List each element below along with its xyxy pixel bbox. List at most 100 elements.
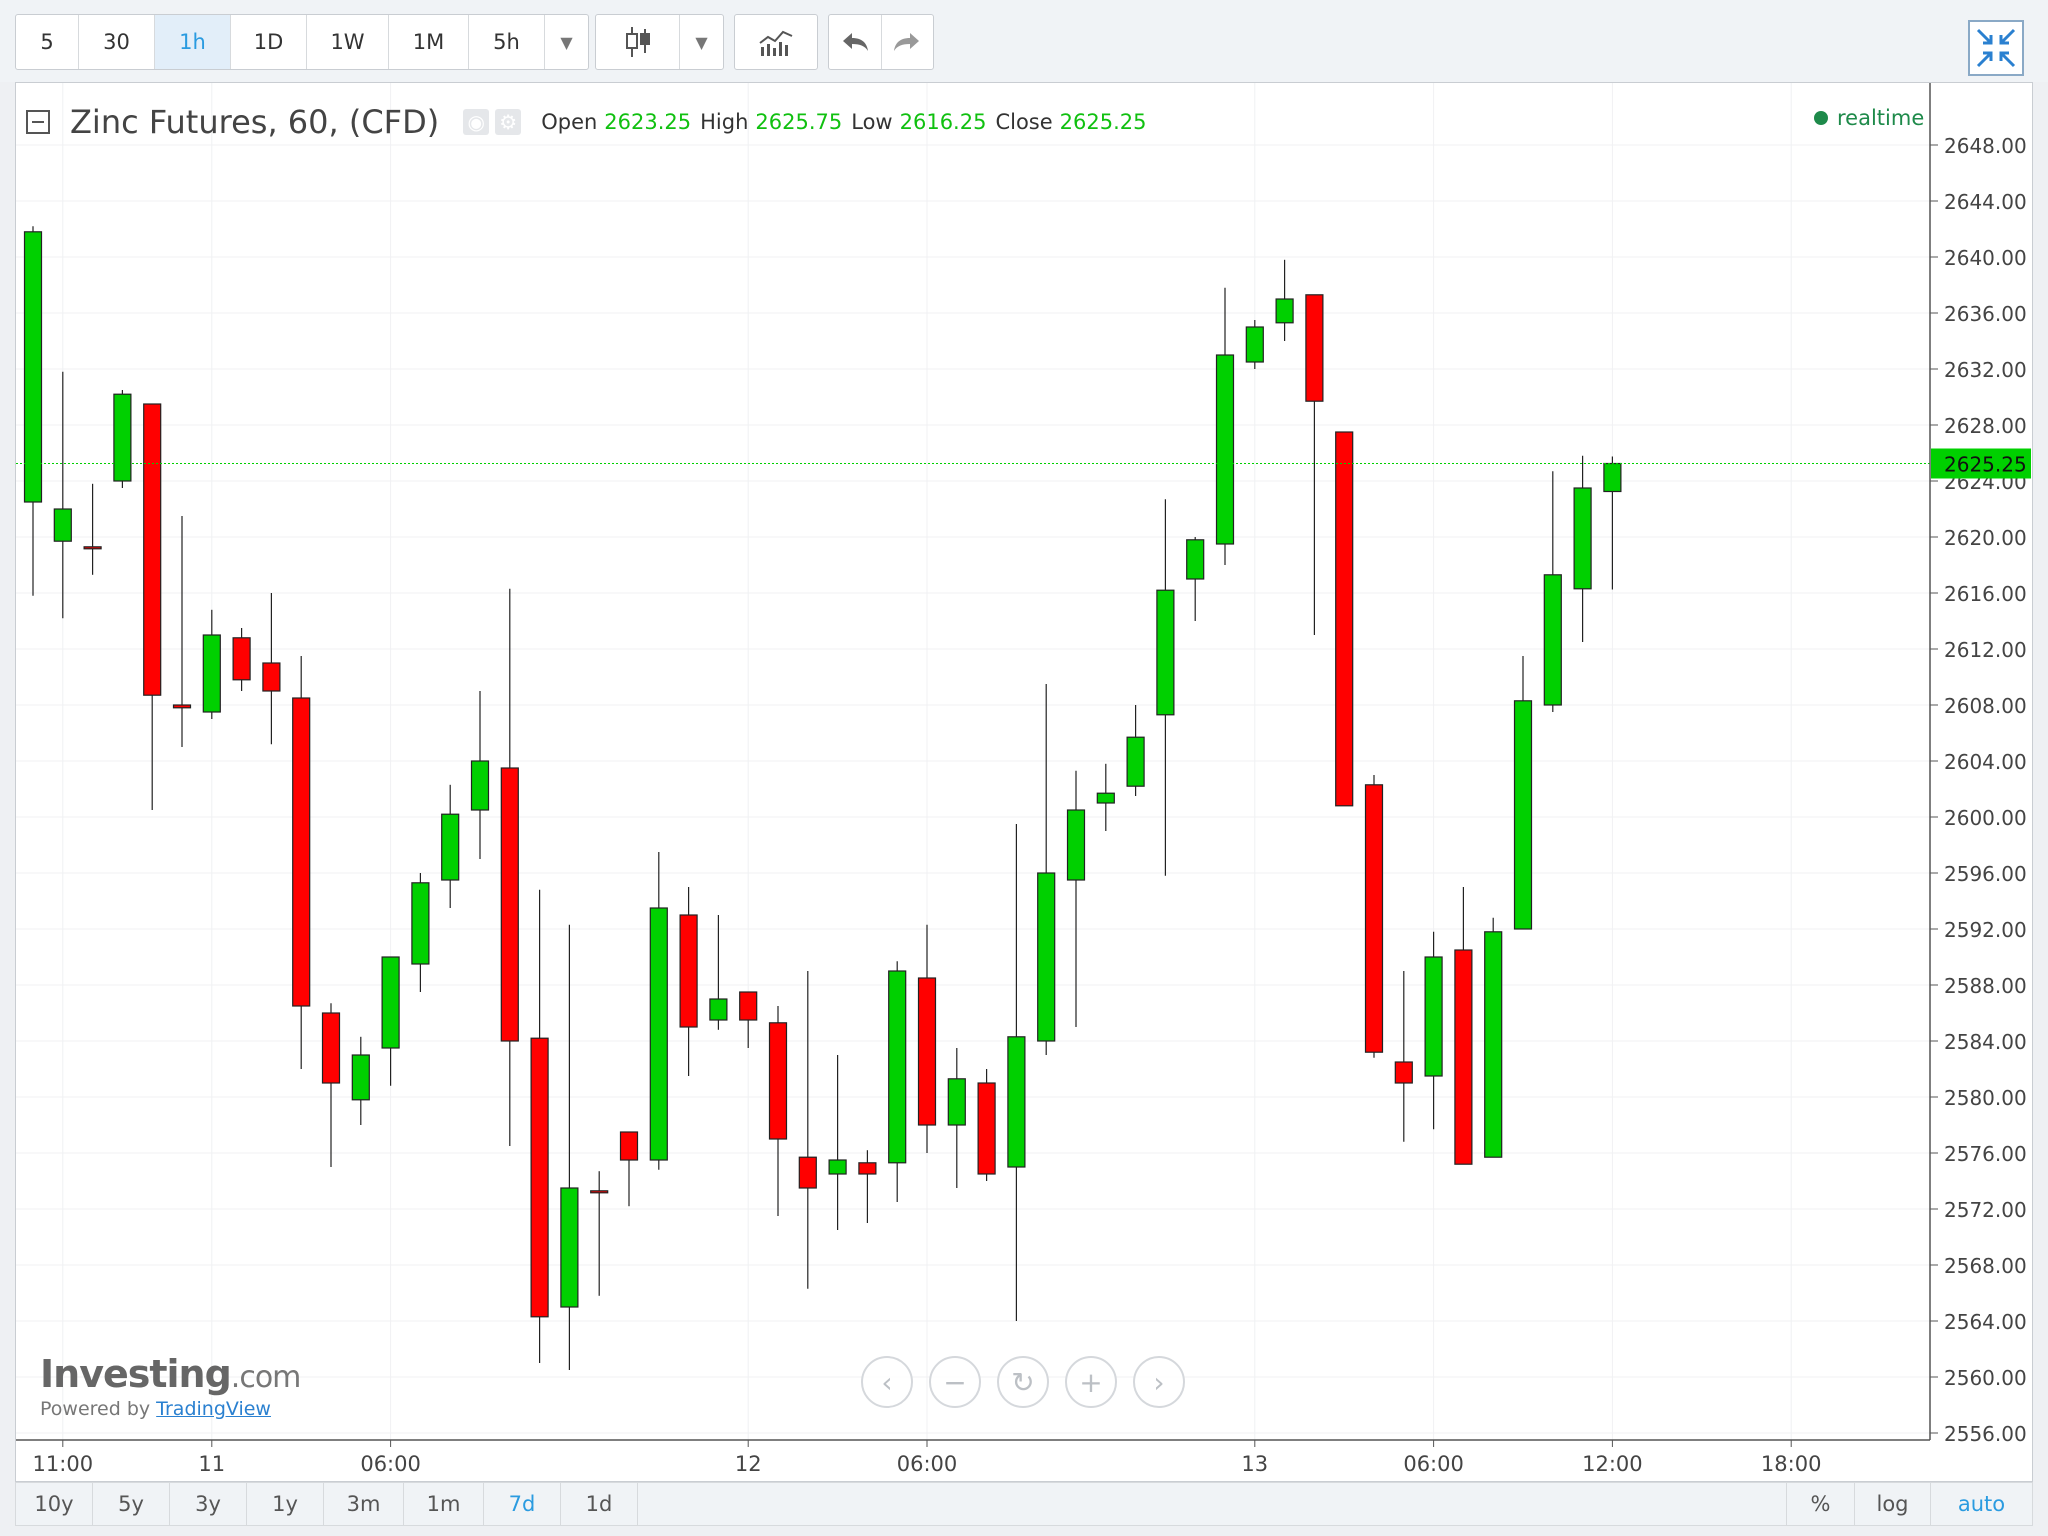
candle — [172, 704, 192, 709]
range-5y[interactable]: 5y — [93, 1483, 170, 1525]
candle — [1007, 1036, 1026, 1168]
redo-button[interactable] — [882, 15, 934, 69]
range-1m[interactable]: 1m — [404, 1483, 484, 1525]
candle — [411, 882, 430, 965]
history-group — [828, 14, 934, 70]
zoom-out-button[interactable]: − — [929, 1356, 981, 1408]
interval-30[interactable]: 30 — [79, 15, 155, 69]
price-tick-label: 2644.00 — [1944, 190, 2027, 214]
price-tick-label: 2592.00 — [1944, 918, 2027, 942]
price-tick-label: 2576.00 — [1944, 1142, 2027, 1166]
scroll-right-button[interactable]: › — [1133, 1356, 1185, 1408]
minus-box-icon[interactable] — [26, 110, 50, 134]
price-axis: 2556.00 2560.00 2564.00 2568.00 2572.00 2576.… — [1929, 83, 2032, 1446]
price-tick-label: 2588.00 — [1944, 974, 2027, 998]
candle — [1156, 589, 1175, 716]
candle — [1305, 294, 1324, 402]
chart-legend: Zinc Futures, 60, (CFD) ◉ ⚙ Open 2623.25… — [26, 100, 1156, 144]
candle — [1245, 326, 1264, 363]
time-axis: 11:00 11 06:00 12 06:00 13 06:00 12:00 18:00 — [16, 1439, 1930, 1480]
scale-auto[interactable]: auto — [1930, 1483, 2032, 1525]
candle — [947, 1078, 966, 1126]
candle — [202, 634, 221, 713]
time-tick-label: 06:00 — [360, 1452, 421, 1476]
candle — [828, 1159, 847, 1175]
candle — [1424, 956, 1443, 1077]
range-3m[interactable]: 3m — [324, 1483, 404, 1525]
price-tick-label: 2608.00 — [1944, 694, 2027, 718]
interval-dropdown[interactable]: ▼ — [545, 15, 588, 69]
reset-button[interactable]: ↻ — [997, 1356, 1049, 1408]
candle — [292, 697, 311, 1007]
range-3y[interactable]: 3y — [170, 1483, 247, 1525]
price-tick-label: 2620.00 — [1944, 526, 2027, 550]
candles-icon — [625, 27, 650, 57]
time-tick-label: 06:00 — [897, 1452, 958, 1476]
candle — [1573, 487, 1592, 590]
price-tick-label: 2572.00 — [1944, 1198, 2027, 1222]
time-tick-label: 11 — [198, 1452, 225, 1476]
powered-by: Powered by TradingView — [40, 1398, 300, 1420]
candle — [1454, 949, 1473, 1165]
candle — [1335, 431, 1354, 807]
interval-5[interactable]: 5 — [16, 15, 79, 69]
scale-log[interactable]: log — [1854, 1483, 1930, 1525]
interval-1h[interactable]: 1h — [155, 15, 231, 69]
interval-1d[interactable]: 1D — [231, 15, 307, 69]
interval-1w[interactable]: 1W — [307, 15, 389, 69]
interval-5h[interactable]: 5h — [469, 15, 545, 69]
candle — [53, 508, 72, 542]
candle — [321, 1012, 341, 1084]
range-1d[interactable]: 1d — [561, 1483, 638, 1525]
top-toolbar: 5 30 1h 1D 1W 1M 5h ▼ ▼ — [0, 0, 2048, 82]
candle — [619, 1131, 639, 1161]
chart-nav: ‹ − ↻ + › — [861, 1356, 1201, 1408]
time-tick-label: 13 — [1241, 1452, 1268, 1476]
price-tick-label: 2600.00 — [1944, 806, 2027, 830]
time-tick-label: 11:00 — [33, 1452, 94, 1476]
price-tick-label: 2604.00 — [1944, 750, 2027, 774]
candles — [23, 226, 1622, 1370]
gear-icon[interactable]: ⚙ — [495, 109, 522, 135]
undo-button[interactable] — [829, 15, 882, 69]
price-tick-label: 2560.00 — [1944, 1366, 2027, 1390]
redo-icon — [894, 33, 920, 51]
low-label: Low — [851, 110, 893, 134]
chart-type-button[interactable] — [596, 15, 680, 69]
candle — [768, 1022, 788, 1140]
interval-1m[interactable]: 1M — [389, 15, 469, 69]
indicators-button[interactable] — [735, 15, 817, 69]
eye-icon[interactable]: ◉ — [463, 109, 490, 135]
investing-logo: Investing.com — [40, 1352, 301, 1396]
zoom-in-button[interactable]: + — [1065, 1356, 1117, 1408]
candle — [1543, 574, 1562, 706]
investing-watermark: Investing.com Powered by TradingView — [40, 1352, 301, 1420]
candle — [530, 1037, 549, 1318]
chart-type-dropdown[interactable]: ▼ — [680, 15, 723, 69]
reset-icon: ↻ — [1011, 1365, 1035, 1399]
fullscreen-button[interactable] — [1968, 20, 2024, 76]
candle — [798, 1156, 817, 1189]
last-price-badge — [1931, 448, 2031, 479]
range-1y[interactable]: 1y — [247, 1483, 324, 1525]
candle — [679, 914, 698, 1028]
candle — [232, 637, 251, 681]
price-tick-label: 2628.00 — [1944, 414, 2027, 438]
range-7d[interactable]: 7d — [484, 1483, 561, 1525]
scroll-left-button[interactable]: ‹ — [861, 1356, 913, 1408]
candle — [1037, 872, 1056, 1042]
price-tick-label: 2580.00 — [1944, 1086, 2027, 1110]
tradingview-link[interactable]: TradingView — [156, 1398, 271, 1420]
open-value: 2623.25 — [604, 110, 692, 134]
candle — [1364, 784, 1384, 1053]
candle — [709, 998, 728, 1021]
chart-type-group: ▼ — [595, 14, 724, 70]
low-value: 2616.25 — [899, 110, 987, 134]
price-tick-label: 2596.00 — [1944, 862, 2027, 886]
scale-percent[interactable]: % — [1786, 1483, 1854, 1525]
range-10y[interactable]: 10y — [16, 1483, 93, 1525]
minus-icon: − — [943, 1365, 967, 1399]
candle — [858, 1162, 877, 1175]
high-label: High — [700, 110, 749, 134]
